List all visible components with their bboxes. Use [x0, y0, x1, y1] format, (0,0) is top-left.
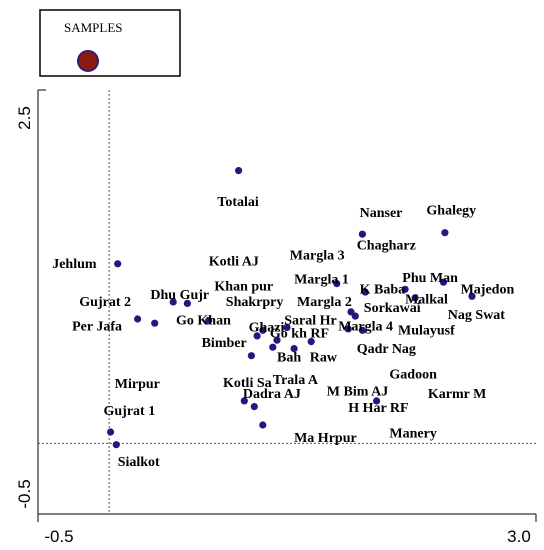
y-axis-ticks: 2.5 -0.5: [15, 89, 46, 515]
point-label: Gadoon: [389, 367, 437, 382]
data-point: [333, 280, 341, 288]
data-point: [107, 428, 115, 436]
point-label: Shakrpry: [226, 295, 284, 310]
point-label: Gujrat 1: [104, 404, 156, 419]
point-label: K Baba: [360, 283, 406, 298]
point-label: Sorkawai: [364, 301, 421, 316]
point-label: Kotli Sa: [223, 376, 272, 391]
point-label: Totalai: [217, 195, 259, 210]
point-label: Khan pur: [214, 280, 273, 295]
data-point: [183, 299, 191, 307]
data-point: [290, 345, 298, 353]
y-tick-label-top: 2.5: [15, 106, 34, 130]
data-point: [351, 312, 359, 320]
point-labels: Totalai Kotli AJ Margla 3 Nanser Ghalegy Chag…: [52, 195, 514, 470]
data-point: [273, 336, 281, 344]
data-point: [205, 316, 213, 324]
data-point: [373, 397, 381, 405]
data-point: [169, 298, 177, 306]
legend-box: [39, 9, 181, 77]
data-point: [344, 325, 352, 333]
x-axis-ticks: -0.5 3.0: [37, 514, 537, 546]
data-point: [411, 294, 419, 302]
point-label: Chagharz: [357, 239, 416, 254]
legend-marker: [77, 50, 99, 72]
point-label: Gujrat 2: [79, 295, 131, 310]
data-point: [112, 441, 120, 449]
plot-area: [37, 90, 536, 515]
point-label: Jehlum: [52, 257, 97, 272]
point-label: Trala A: [273, 373, 319, 388]
x-tick-label-right: 3.0: [507, 527, 531, 546]
data-point: [358, 230, 366, 238]
point-label: Ghalegy: [426, 203, 476, 218]
data-point: [439, 278, 448, 286]
data-points: [107, 167, 476, 449]
point-label: Dadra AJ: [243, 387, 301, 402]
point-label: Phu Man: [402, 271, 458, 286]
point-label: Margla 2: [297, 295, 352, 310]
x-tick-label-left: -0.5: [44, 527, 73, 546]
point-label: Margla 1: [294, 273, 349, 288]
data-point: [114, 260, 122, 268]
data-point: [468, 292, 476, 300]
point-label: Nag Swat: [448, 308, 506, 323]
data-point: [361, 288, 369, 296]
point-label: Go Khan: [176, 314, 231, 329]
data-point: [250, 403, 258, 411]
data-point: [240, 397, 248, 405]
point-label: Kotli AJ: [209, 254, 259, 269]
data-point: [259, 421, 267, 429]
point-label: Ma Hrpur: [294, 431, 357, 446]
point-label: M Bim AJ: [327, 384, 388, 399]
data-point: [247, 352, 255, 360]
data-point: [259, 326, 267, 334]
data-point: [441, 229, 449, 237]
data-point: [401, 285, 409, 293]
data-point: [269, 343, 277, 351]
point-label: Mirpur: [115, 377, 160, 392]
point-label: H Har RF: [348, 401, 408, 416]
point-label: Margla 3: [290, 249, 345, 264]
point-label: Saral Hr: [284, 314, 337, 329]
data-point: [134, 315, 142, 323]
data-point: [307, 338, 315, 346]
point-label: Sialkot: [118, 455, 160, 470]
point-label: Raw: [310, 350, 338, 365]
point-label: Bimber: [202, 336, 247, 351]
point-label: Qadr Nag: [357, 342, 416, 357]
point-label: Manery: [389, 427, 436, 442]
legend: SAMPLES: [39, 9, 181, 77]
point-label: Ghazi: [249, 321, 285, 336]
y-tick-label-bottom: -0.5: [15, 479, 34, 508]
point-label: Mulayusf: [398, 324, 455, 339]
point-label: Nanser: [360, 206, 403, 221]
data-point: [235, 167, 243, 175]
point-label: Per Jafa: [72, 319, 122, 334]
point-label: Bah: [277, 350, 301, 365]
data-point: [151, 319, 159, 327]
data-point: [283, 323, 291, 331]
point-label: Malkal: [405, 292, 448, 307]
point-label: Go kh RF: [270, 326, 329, 341]
data-point: [358, 326, 366, 334]
data-point: [253, 332, 261, 340]
legend-title: SAMPLES: [64, 20, 123, 35]
point-label: Karmr M: [428, 387, 486, 402]
point-label: Margla 4: [338, 319, 393, 334]
point-label: Majedon: [461, 283, 515, 298]
point-label: Dhu Gujr: [150, 288, 209, 303]
